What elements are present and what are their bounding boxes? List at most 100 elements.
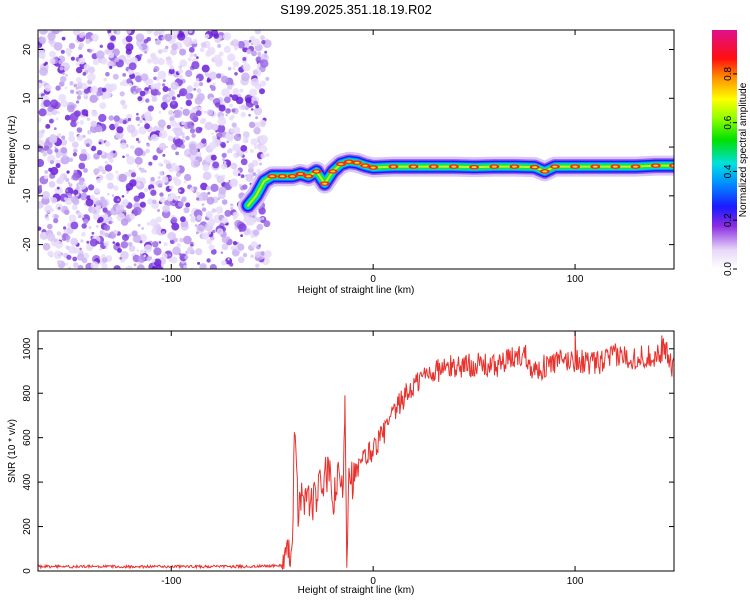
noise-speckle: [38, 144, 43, 153]
noise-speckle: [224, 209, 232, 217]
noise-speckle: [127, 117, 132, 122]
noise-speckle: [184, 255, 189, 260]
noise-speckle: [114, 57, 120, 63]
noise-speckle: [232, 88, 240, 95]
noise-speckle: [65, 47, 72, 55]
noise-speckle: [178, 65, 183, 69]
noise-speckle: [108, 115, 114, 121]
colorbar-tick-label: 0.6: [723, 115, 734, 129]
noise-speckle: [120, 99, 126, 106]
noise-speckle: [72, 256, 78, 262]
noise-speckle: [72, 152, 77, 157]
noise-speckle: [191, 133, 196, 138]
noise-speckle: [204, 72, 210, 77]
noise-speckle: [119, 91, 125, 97]
noise-speckle: [86, 117, 91, 121]
noise-speckle: [174, 138, 184, 148]
noise-speckle: [88, 184, 95, 191]
noise-speckle: [63, 197, 68, 201]
noise-speckle: [147, 78, 154, 85]
noise-speckle: [144, 170, 147, 173]
noise-speckle: [213, 33, 219, 39]
noise-speckle: [252, 38, 261, 47]
noise-speckle: [161, 264, 165, 268]
noise-speckle: [94, 187, 100, 194]
noise-speckle: [70, 120, 78, 128]
ridge-peak-core: [471, 166, 477, 169]
noise-speckle: [72, 189, 79, 195]
noise-speckle: [182, 108, 190, 117]
noise-speckle: [251, 50, 257, 57]
noise-speckle: [197, 261, 201, 265]
noise-speckle: [227, 258, 230, 261]
noise-speckle: [177, 94, 181, 98]
noise-speckle: [174, 127, 183, 137]
noise-speckle: [157, 176, 161, 180]
noise-speckle: [231, 108, 236, 113]
noise-speckle: [228, 56, 234, 62]
noise-speckle: [190, 217, 196, 223]
noise-speckle: [101, 87, 107, 93]
noise-speckle: [53, 127, 57, 130]
noise-speckle: [65, 245, 70, 250]
noise-speckle: [198, 82, 204, 87]
noise-speckle: [76, 66, 83, 74]
noise-speckle: [196, 88, 202, 94]
ridge-peak-core: [346, 160, 352, 163]
noise-speckle: [211, 208, 217, 213]
noise-speckle: [163, 79, 166, 82]
noise-speckle: [149, 218, 159, 227]
noise-speckle: [221, 199, 228, 205]
noise-speckle: [159, 171, 164, 176]
noise-speckle: [177, 187, 185, 195]
noise-speckle: [87, 48, 91, 53]
snr-x-label: Height of straight line (km): [298, 585, 415, 596]
noise-speckle: [240, 158, 248, 166]
noise-speckle: [180, 144, 186, 149]
noise-speckle: [76, 62, 80, 66]
noise-speckle: [63, 66, 69, 72]
noise-speckle: [112, 73, 119, 80]
noise-speckle: [206, 196, 215, 205]
noise-speckle: [120, 218, 129, 226]
noise-speckle: [72, 172, 80, 181]
noise-speckle: [224, 96, 231, 104]
noise-speckle: [232, 241, 238, 246]
noise-speckle: [128, 62, 137, 71]
noise-speckle: [171, 222, 180, 231]
noise-speckle: [96, 50, 105, 59]
noise-speckle: [99, 247, 103, 251]
noise-speckle: [99, 102, 107, 110]
noise-speckle: [51, 30, 60, 35]
noise-speckle: [108, 220, 113, 225]
noise-speckle: [196, 151, 202, 157]
noise-speckle: [242, 252, 248, 258]
noise-speckle: [180, 197, 186, 203]
ridge-peak-core: [572, 165, 578, 168]
noise-speckle: [240, 107, 243, 110]
noise-speckle: [185, 135, 190, 141]
noise-speckle: [122, 73, 127, 77]
noise-speckle: [57, 133, 61, 137]
noise-speckle: [260, 153, 266, 159]
noise-speckle: [94, 124, 103, 133]
noise-speckle: [226, 140, 229, 144]
noise-speckle: [265, 153, 270, 157]
noise-speckle: [108, 231, 117, 239]
noise-speckle: [189, 214, 193, 217]
noise-speckle: [245, 174, 254, 182]
noise-speckle: [206, 79, 211, 83]
noise-speckle: [85, 113, 89, 117]
noise-speckle: [50, 208, 54, 212]
noise-speckle: [116, 126, 124, 134]
noise-speckle: [158, 162, 162, 167]
noise-speckle: [97, 149, 103, 156]
noise-speckle: [253, 144, 259, 150]
noise-speckle: [167, 135, 174, 142]
noise-speckle: [227, 108, 231, 112]
noise-speckle: [139, 90, 146, 97]
noise-speckle: [101, 58, 108, 65]
noise-speckle: [117, 198, 120, 202]
noise-speckle: [185, 202, 191, 208]
